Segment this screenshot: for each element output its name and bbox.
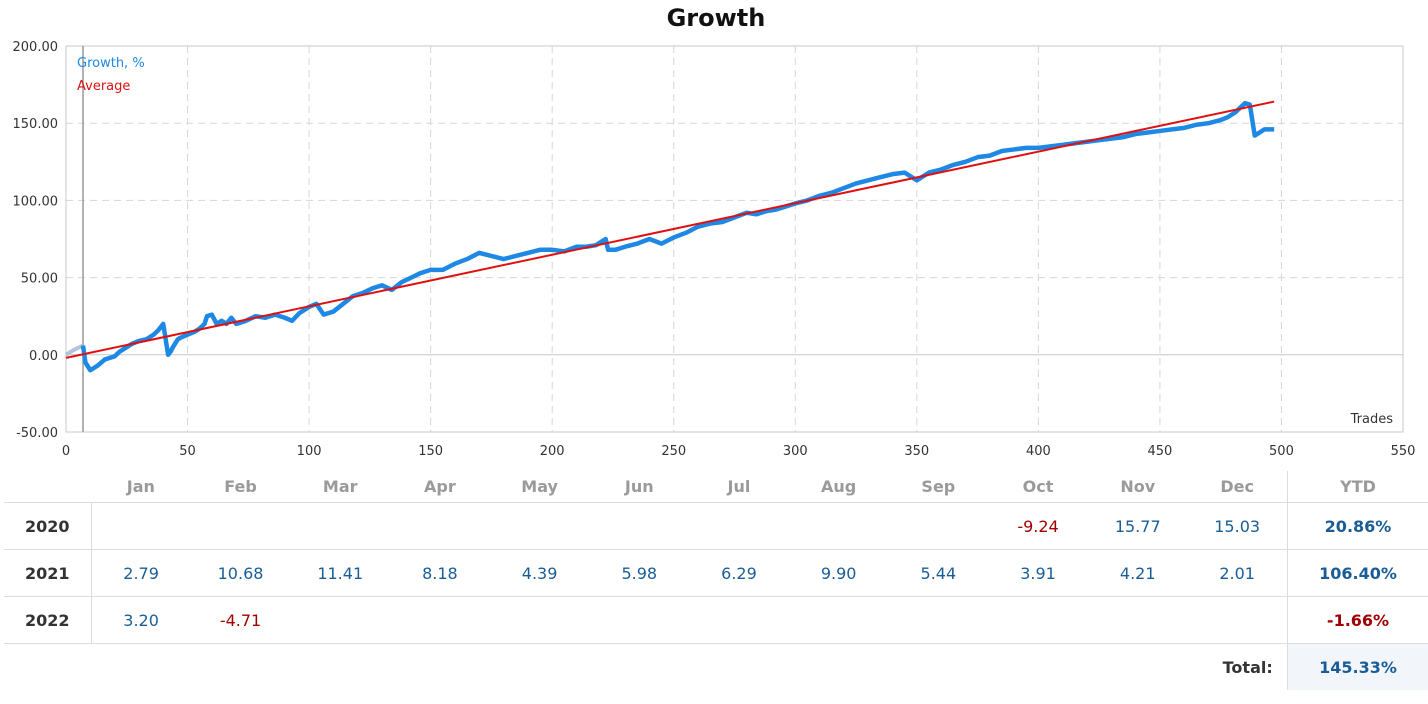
header-month: Apr: [390, 471, 490, 503]
x-tick-label: 550: [1391, 444, 1416, 459]
month-value-cell: 2.01: [1187, 549, 1288, 597]
header-month: Aug: [788, 471, 889, 503]
month-value-cell: [290, 596, 391, 644]
month-value-cell: [788, 502, 889, 550]
growth-chart: 0 50 100 150 200 250 300 350 400 450 500 550 -50.00 0…: [13, 40, 1416, 459]
x-tick-label: 0: [62, 444, 70, 459]
month-value-cell: 15.03: [1187, 502, 1288, 550]
header-month: Mar: [290, 471, 391, 503]
average-line: [65, 100, 1275, 359]
month-value-cell: [689, 502, 789, 550]
pre-start-line: [64, 343, 84, 357]
ytd-cell: 20.86%: [1286, 502, 1428, 550]
x-tick-label: 400: [1026, 444, 1051, 459]
x-tick-label: 150: [418, 444, 443, 459]
y-tick-label: 0.00: [29, 349, 58, 364]
month-value-cell: [589, 596, 690, 644]
grid: [66, 46, 1403, 432]
y-tick-label: 200.00: [13, 40, 59, 55]
total-row: Total: 145.33%: [4, 643, 1428, 690]
month-value-cell: 9.90: [788, 549, 889, 597]
header-month: Dec: [1187, 471, 1288, 503]
month-value-cell: 11.41: [290, 549, 391, 597]
header-month: May: [489, 471, 590, 503]
table-row: 2021 2.79 10.68 11.41 8.18 4.39 5.98 6.29 9.90 5.…: [4, 549, 1428, 597]
month-value-cell: [589, 502, 690, 550]
header-month: Jan: [91, 471, 191, 503]
month-value-cell: [689, 596, 789, 644]
header-month: Feb: [190, 471, 291, 503]
year-cell: 2021: [4, 549, 92, 597]
month-value-cell: [190, 502, 291, 550]
header-month: Sep: [888, 471, 989, 503]
monthly-returns-table: Jan Feb Mar Apr May Jun Jul Aug Sep Oct Nov Dec YTD …: [4, 471, 1428, 690]
y-tick-label: 150.00: [13, 117, 59, 132]
total-label: Total:: [1222, 657, 1273, 677]
month-value-cell: [390, 502, 490, 550]
month-value-cell: 6.29: [689, 549, 789, 597]
month-value-cell: [390, 596, 490, 644]
month-value-cell: 2.79: [91, 549, 191, 597]
header-ytd: YTD: [1286, 471, 1428, 503]
x-tick-label: 300: [783, 444, 808, 459]
month-value-cell: [91, 502, 191, 550]
legend-average: Average: [77, 79, 130, 94]
month-value-cell: 3.91: [988, 549, 1088, 597]
month-value-cell: [489, 596, 590, 644]
y-tick-label: 50.00: [21, 272, 58, 287]
month-value-cell: 5.44: [888, 549, 989, 597]
month-value-cell: [290, 502, 391, 550]
month-value-cell: [888, 596, 989, 644]
header-month: Jun: [589, 471, 690, 503]
x-tick-label: 450: [1147, 444, 1172, 459]
month-value-cell: [888, 502, 989, 550]
month-value-cell: [489, 502, 590, 550]
legend-growth: Growth, %: [77, 56, 145, 71]
x-tick-label: 200: [540, 444, 565, 459]
month-value-cell: 4.21: [1087, 549, 1188, 597]
x-axis-label: Trades: [1350, 412, 1394, 427]
month-value-cell: 15.77: [1087, 502, 1188, 550]
total-value: 145.33%: [1286, 643, 1428, 690]
year-cell: 2022: [4, 596, 92, 644]
plot-frame: [65, 45, 1404, 433]
month-value-cell: 5.98: [589, 549, 690, 597]
y-tick-label: -50.00: [16, 426, 58, 441]
x-tick-label: 50: [179, 444, 196, 459]
header-month: Nov: [1087, 471, 1188, 503]
table-row: 2022 3.20 -4.71 -1.66%: [4, 596, 1428, 644]
growth-line: [80, 100, 1275, 373]
month-value-cell: [988, 596, 1088, 644]
table-header-row: Jan Feb Mar Apr May Jun Jul Aug Sep Oct Nov Dec YTD: [4, 471, 1428, 503]
month-value-cell: -4.71: [190, 596, 291, 644]
month-value-cell: 3.20: [91, 596, 191, 644]
header-month: Oct: [988, 471, 1088, 503]
month-value-cell: [788, 596, 889, 644]
y-tick-label: 100.00: [13, 194, 59, 209]
year-cell: 2020: [4, 502, 92, 550]
header-month: Jul: [689, 471, 789, 503]
ytd-cell: -1.66%: [1286, 596, 1428, 644]
month-value-cell: 8.18: [390, 549, 490, 597]
x-tick-label: 100: [297, 444, 322, 459]
axes: 0 50 100 150 200 250 300 350 400 450 500 550 -50.00 0…: [13, 40, 1416, 459]
ytd-cell: 106.40%: [1286, 549, 1428, 597]
month-value-cell: 4.39: [489, 549, 590, 597]
header-year: [4, 471, 91, 503]
x-tick-label: 350: [904, 444, 929, 459]
series: [64, 46, 1275, 432]
month-value-cell: [1087, 596, 1188, 644]
month-value-cell: 10.68: [190, 549, 291, 597]
legend: Growth, % Average: [77, 56, 145, 94]
month-value-cell: -9.24: [988, 502, 1088, 550]
table-row: 2020 -9.24 15.77 15.03 20.86%: [4, 502, 1428, 550]
month-value-cell: [1187, 596, 1288, 644]
x-tick-label: 500: [1269, 444, 1294, 459]
x-tick-label: 250: [661, 444, 686, 459]
chart-title: Growth: [666, 4, 766, 32]
